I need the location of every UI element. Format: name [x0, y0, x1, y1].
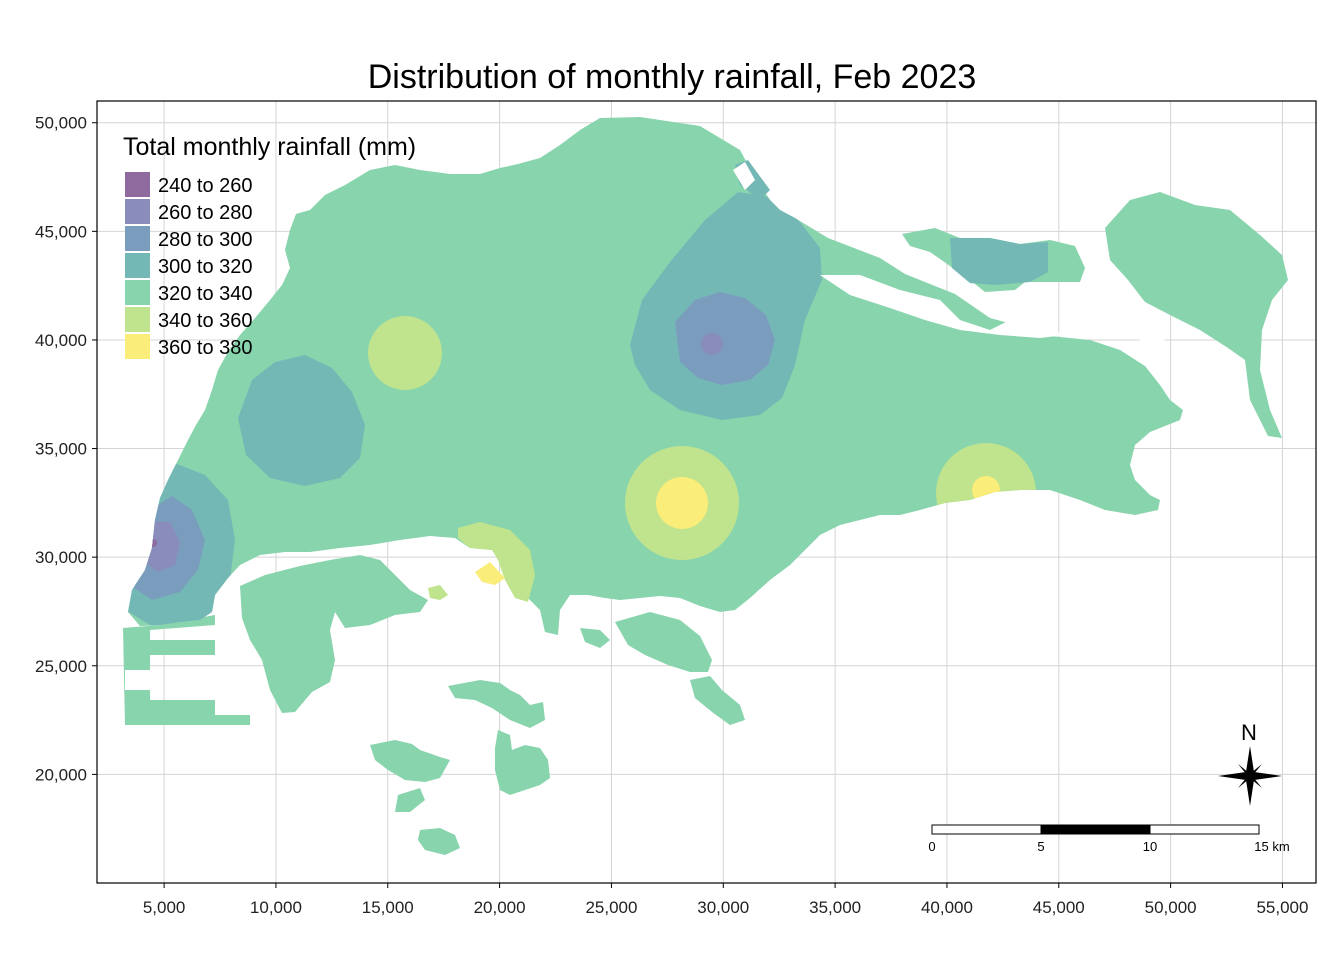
- zone-260-280-north: [701, 333, 723, 355]
- legend-label: 340 to 360: [158, 310, 253, 332]
- y-tick-label: 50,000: [35, 114, 87, 133]
- zone-340-360-islet: [428, 585, 448, 600]
- legend-label: 300 to 320: [158, 256, 253, 278]
- island-east-small: [580, 628, 610, 648]
- legend-swatch: [125, 280, 150, 305]
- x-axis-ticks: 5,000 10,000 15,000 20,000 25,000 30,000 35,00…: [143, 883, 1308, 917]
- legend-swatch: [125, 226, 150, 251]
- y-tick-label: 35,000: [35, 440, 87, 459]
- y-axis-ticks: 20,000 25,000 30,000 35,000 40,000 45,000 50,0…: [35, 114, 97, 784]
- y-tick-label: 25,000: [35, 657, 87, 676]
- north-arrow: N: [1218, 720, 1282, 806]
- zone-300-320-west: [238, 355, 365, 486]
- tuas-west: [123, 615, 250, 725]
- sentosa: [615, 612, 712, 672]
- legend-swatch: [125, 334, 150, 359]
- zone-300-320-ubin: [950, 238, 1048, 285]
- legend-swatch: [125, 307, 150, 332]
- zone-340-360-central-north: [368, 316, 442, 390]
- x-tick-label: 5,000: [143, 898, 186, 917]
- legend-swatch: [125, 199, 150, 224]
- legend-label: 260 to 280: [158, 202, 253, 224]
- legend-label: 240 to 260: [158, 175, 253, 197]
- zone-240-260-farwest: [149, 539, 157, 547]
- island-south-3: [495, 730, 550, 795]
- x-tick-label: 40,000: [921, 898, 973, 917]
- water-channels: [733, 162, 1165, 345]
- y-tick-label: 45,000: [35, 222, 87, 241]
- legend-label: 280 to 300: [158, 229, 253, 251]
- x-tick-label: 20,000: [474, 898, 526, 917]
- x-tick-label: 50,000: [1145, 898, 1197, 917]
- zone-360-380-south: [475, 562, 505, 585]
- y-tick-label: 20,000: [35, 765, 87, 784]
- island-south-east: [690, 676, 745, 725]
- legend-swatch: [125, 253, 150, 278]
- y-tick-label: 40,000: [35, 331, 87, 350]
- scale-label-15km: 15 km: [1254, 839, 1289, 854]
- x-tick-label: 55,000: [1256, 898, 1308, 917]
- x-tick-label: 10,000: [250, 898, 302, 917]
- scale-bar: 0 5 10 15 km: [928, 824, 1290, 854]
- map-title: Distribution of monthly rainfall, Feb 20…: [368, 58, 977, 96]
- x-tick-label: 25,000: [585, 898, 637, 917]
- legend: Total monthly rainfall (mm) 240 to 260 26…: [123, 133, 416, 359]
- zone-340-360-south: [458, 522, 535, 602]
- zone-360-380-east: [972, 476, 1000, 504]
- island-south-2: [370, 740, 450, 782]
- x-tick-label: 45,000: [1033, 898, 1085, 917]
- legend-swatch: [125, 172, 150, 197]
- legend-label: 360 to 380: [158, 337, 253, 359]
- pulau-tekong: [1105, 192, 1288, 438]
- plot-frame: [96, 100, 1317, 884]
- north-label: N: [1241, 720, 1257, 745]
- x-tick-label: 30,000: [697, 898, 749, 917]
- island-south-5: [418, 828, 460, 855]
- legend-label: 320 to 340: [158, 283, 253, 305]
- compass-rose-icon: [1218, 746, 1282, 806]
- zone-360-380-central: [656, 477, 708, 529]
- jurong-island: [240, 555, 428, 713]
- scale-label-10: 10: [1143, 839, 1157, 854]
- x-tick-label: 35,000: [809, 898, 861, 917]
- legend-title: Total monthly rainfall (mm): [123, 133, 416, 161]
- island-south-4: [395, 788, 425, 812]
- scale-label-0: 0: [928, 839, 935, 854]
- island-south-1: [448, 680, 545, 728]
- scale-label-5: 5: [1037, 839, 1044, 854]
- y-tick-label: 30,000: [35, 548, 87, 567]
- zone-280-300-north: [675, 292, 775, 385]
- x-tick-label: 15,000: [362, 898, 414, 917]
